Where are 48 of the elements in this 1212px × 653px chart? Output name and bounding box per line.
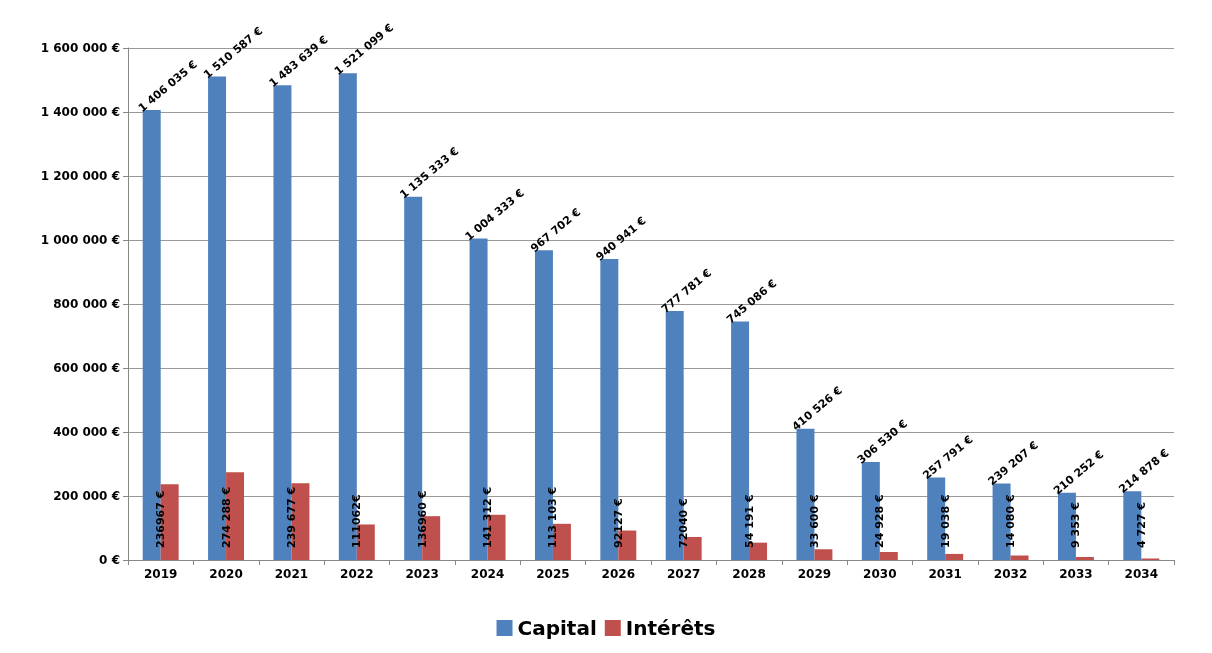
- x-tick-label: 2024: [470, 567, 505, 581]
- data-label: 111062€: [350, 494, 364, 548]
- x-tick-label: 2030: [863, 567, 897, 581]
- x-tick-label: 2031: [928, 567, 962, 581]
- bar: [879, 552, 898, 560]
- x-tick-label: 2033: [1059, 567, 1093, 581]
- x-tick-label: 2034: [1124, 567, 1159, 581]
- y-tick-label: 800 000 €: [53, 297, 120, 311]
- data-label: 54 191 €: [742, 494, 756, 548]
- y-tick-label: 400 000 €: [53, 425, 120, 439]
- y-tick-label: 1 400 000 €: [40, 105, 120, 119]
- y-tick-label: 1 000 000 €: [40, 233, 120, 247]
- data-label: 92127 €: [611, 498, 625, 548]
- data-label: 33 600 €: [807, 494, 821, 548]
- x-tick-label: 2019: [143, 567, 178, 581]
- x-tick-label: 2021: [274, 567, 309, 581]
- bar: [814, 549, 833, 560]
- y-tick-label: 0 €: [99, 553, 120, 567]
- legend-label: Intérêts: [625, 616, 716, 640]
- x-tick-label: 2025: [536, 567, 570, 581]
- data-label: 236967 €: [154, 490, 168, 548]
- x-tick-label: 2022: [340, 567, 374, 581]
- x-tick-label: 2020: [209, 567, 243, 581]
- data-label: 19 038 €: [938, 494, 952, 548]
- bar: [1010, 555, 1029, 560]
- data-label: 4 727 €: [1134, 502, 1148, 548]
- data-label: 72040 €: [677, 498, 691, 548]
- y-tick-label: 1 200 000 €: [40, 169, 120, 183]
- data-label: 141 312 €: [481, 486, 495, 548]
- data-label: 113 103 €: [546, 486, 560, 548]
- x-tick-label: 2029: [797, 567, 832, 581]
- bar: [945, 553, 964, 560]
- y-tick-label: 600 000 €: [53, 361, 120, 375]
- y-tick-label: 200 000 €: [53, 489, 120, 503]
- data-label: 14 080 €: [1004, 494, 1018, 548]
- legend-label: Capital: [517, 616, 597, 640]
- x-tick-label: 2032: [993, 567, 1028, 581]
- x-tick-label: 2027: [666, 567, 701, 581]
- data-label: 136960 €: [415, 490, 429, 548]
- x-tick-label: 2026: [601, 567, 636, 581]
- bar: [1075, 557, 1094, 560]
- y-tick-label: 1 600 000 €: [40, 41, 120, 55]
- data-label: 239 677 €: [284, 486, 298, 548]
- data-label: 24 928 €: [873, 494, 887, 548]
- x-tick-label: 2023: [405, 567, 439, 581]
- x-tick-label: 2028: [732, 567, 766, 581]
- data-label: 274 288 €: [219, 486, 233, 548]
- data-label: 9 353 €: [1069, 502, 1083, 548]
